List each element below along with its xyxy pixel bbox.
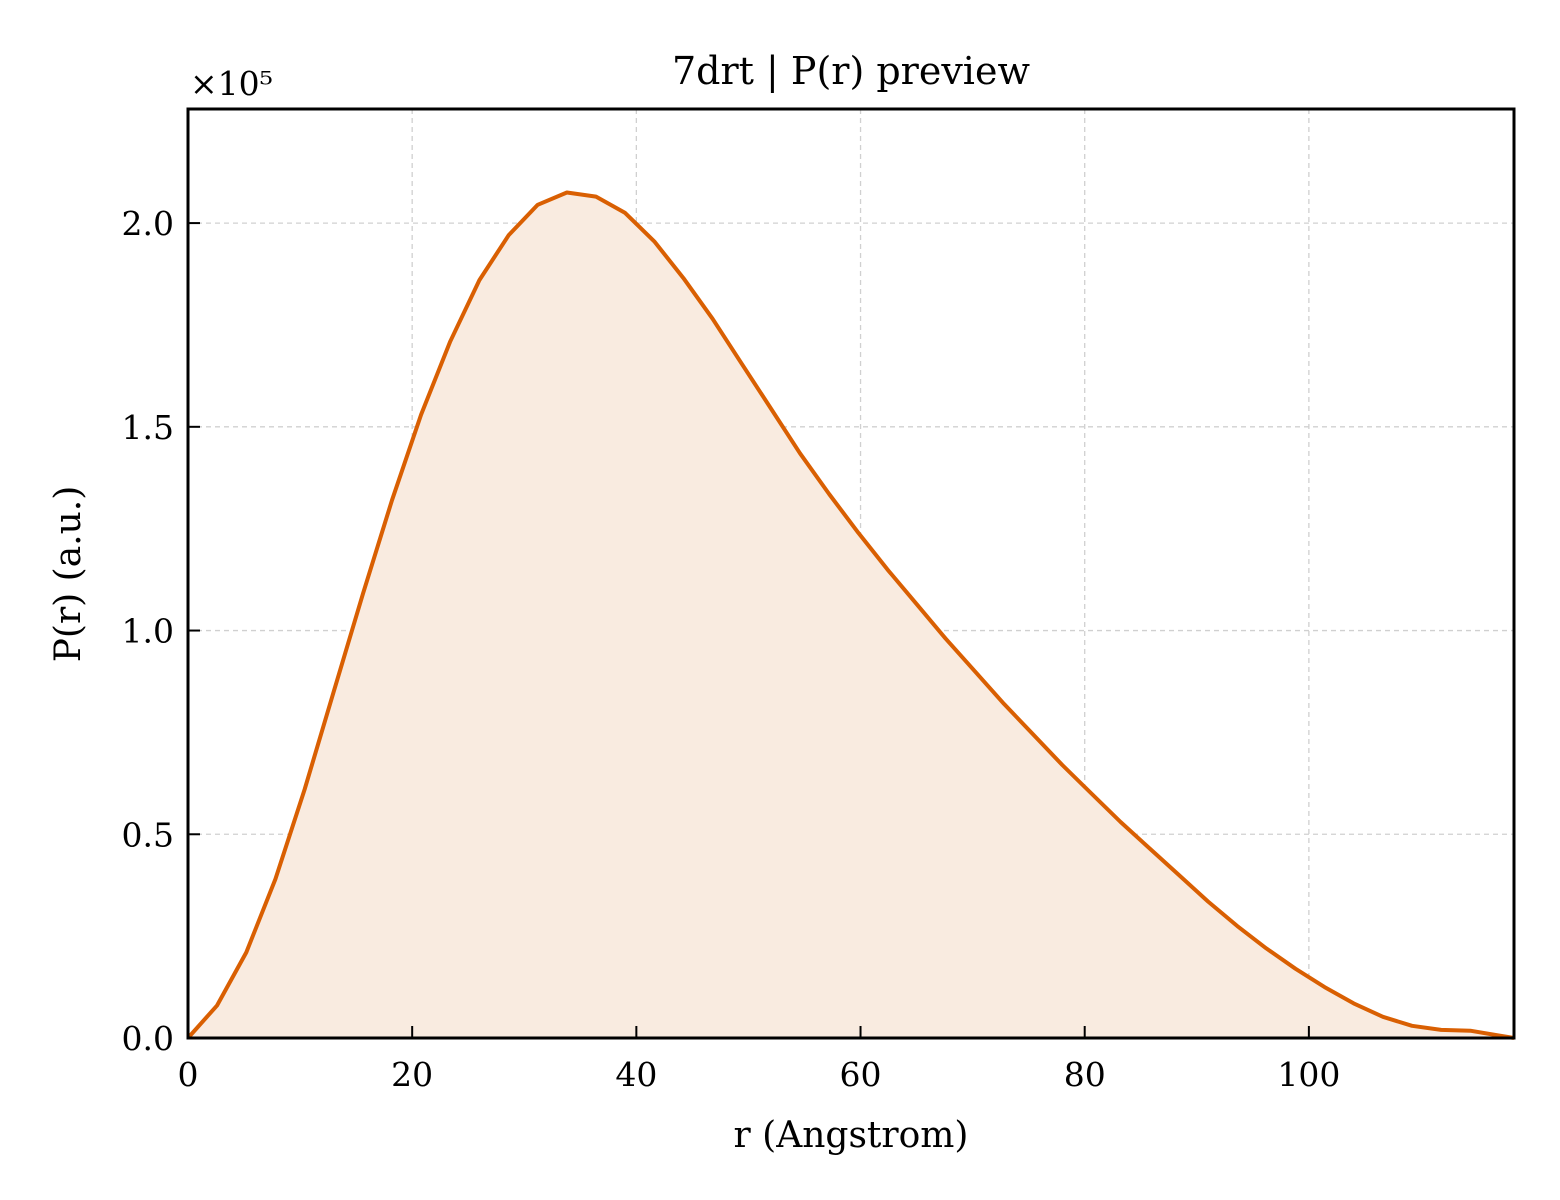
y-axis-multiplier: ×10⁵ <box>190 64 273 103</box>
plot-frame <box>186 107 1516 1040</box>
y-axis-label: P(r) (a.u.) <box>48 486 89 663</box>
x-tick-label: 60 <box>840 1055 882 1094</box>
chart-title: 7drt | P(r) preview <box>672 49 1030 93</box>
x-axis-label: r (Angstrom) <box>734 1115 969 1156</box>
x-tick-label: 100 <box>1277 1055 1340 1094</box>
y-tick-label: 1.0 <box>122 612 174 651</box>
x-tick-label: 40 <box>615 1055 657 1094</box>
y-tick-label: 2.0 <box>122 204 174 243</box>
x-tick-label: 80 <box>1064 1055 1106 1094</box>
x-tick-label: 0 <box>178 1055 199 1094</box>
ticks-layer: 0 20 40 60 80 100 0.0 0.5 1.0 1.5 2.0 <box>122 204 1341 1094</box>
pr-series-line <box>186 190 1515 1040</box>
y-tick-label: 0.0 <box>122 1019 174 1058</box>
pr-area-fill <box>188 192 1514 1038</box>
y-tick-label: 0.5 <box>122 815 174 854</box>
x-tick-label: 20 <box>391 1055 433 1094</box>
y-tick-label: 1.5 <box>122 408 174 447</box>
